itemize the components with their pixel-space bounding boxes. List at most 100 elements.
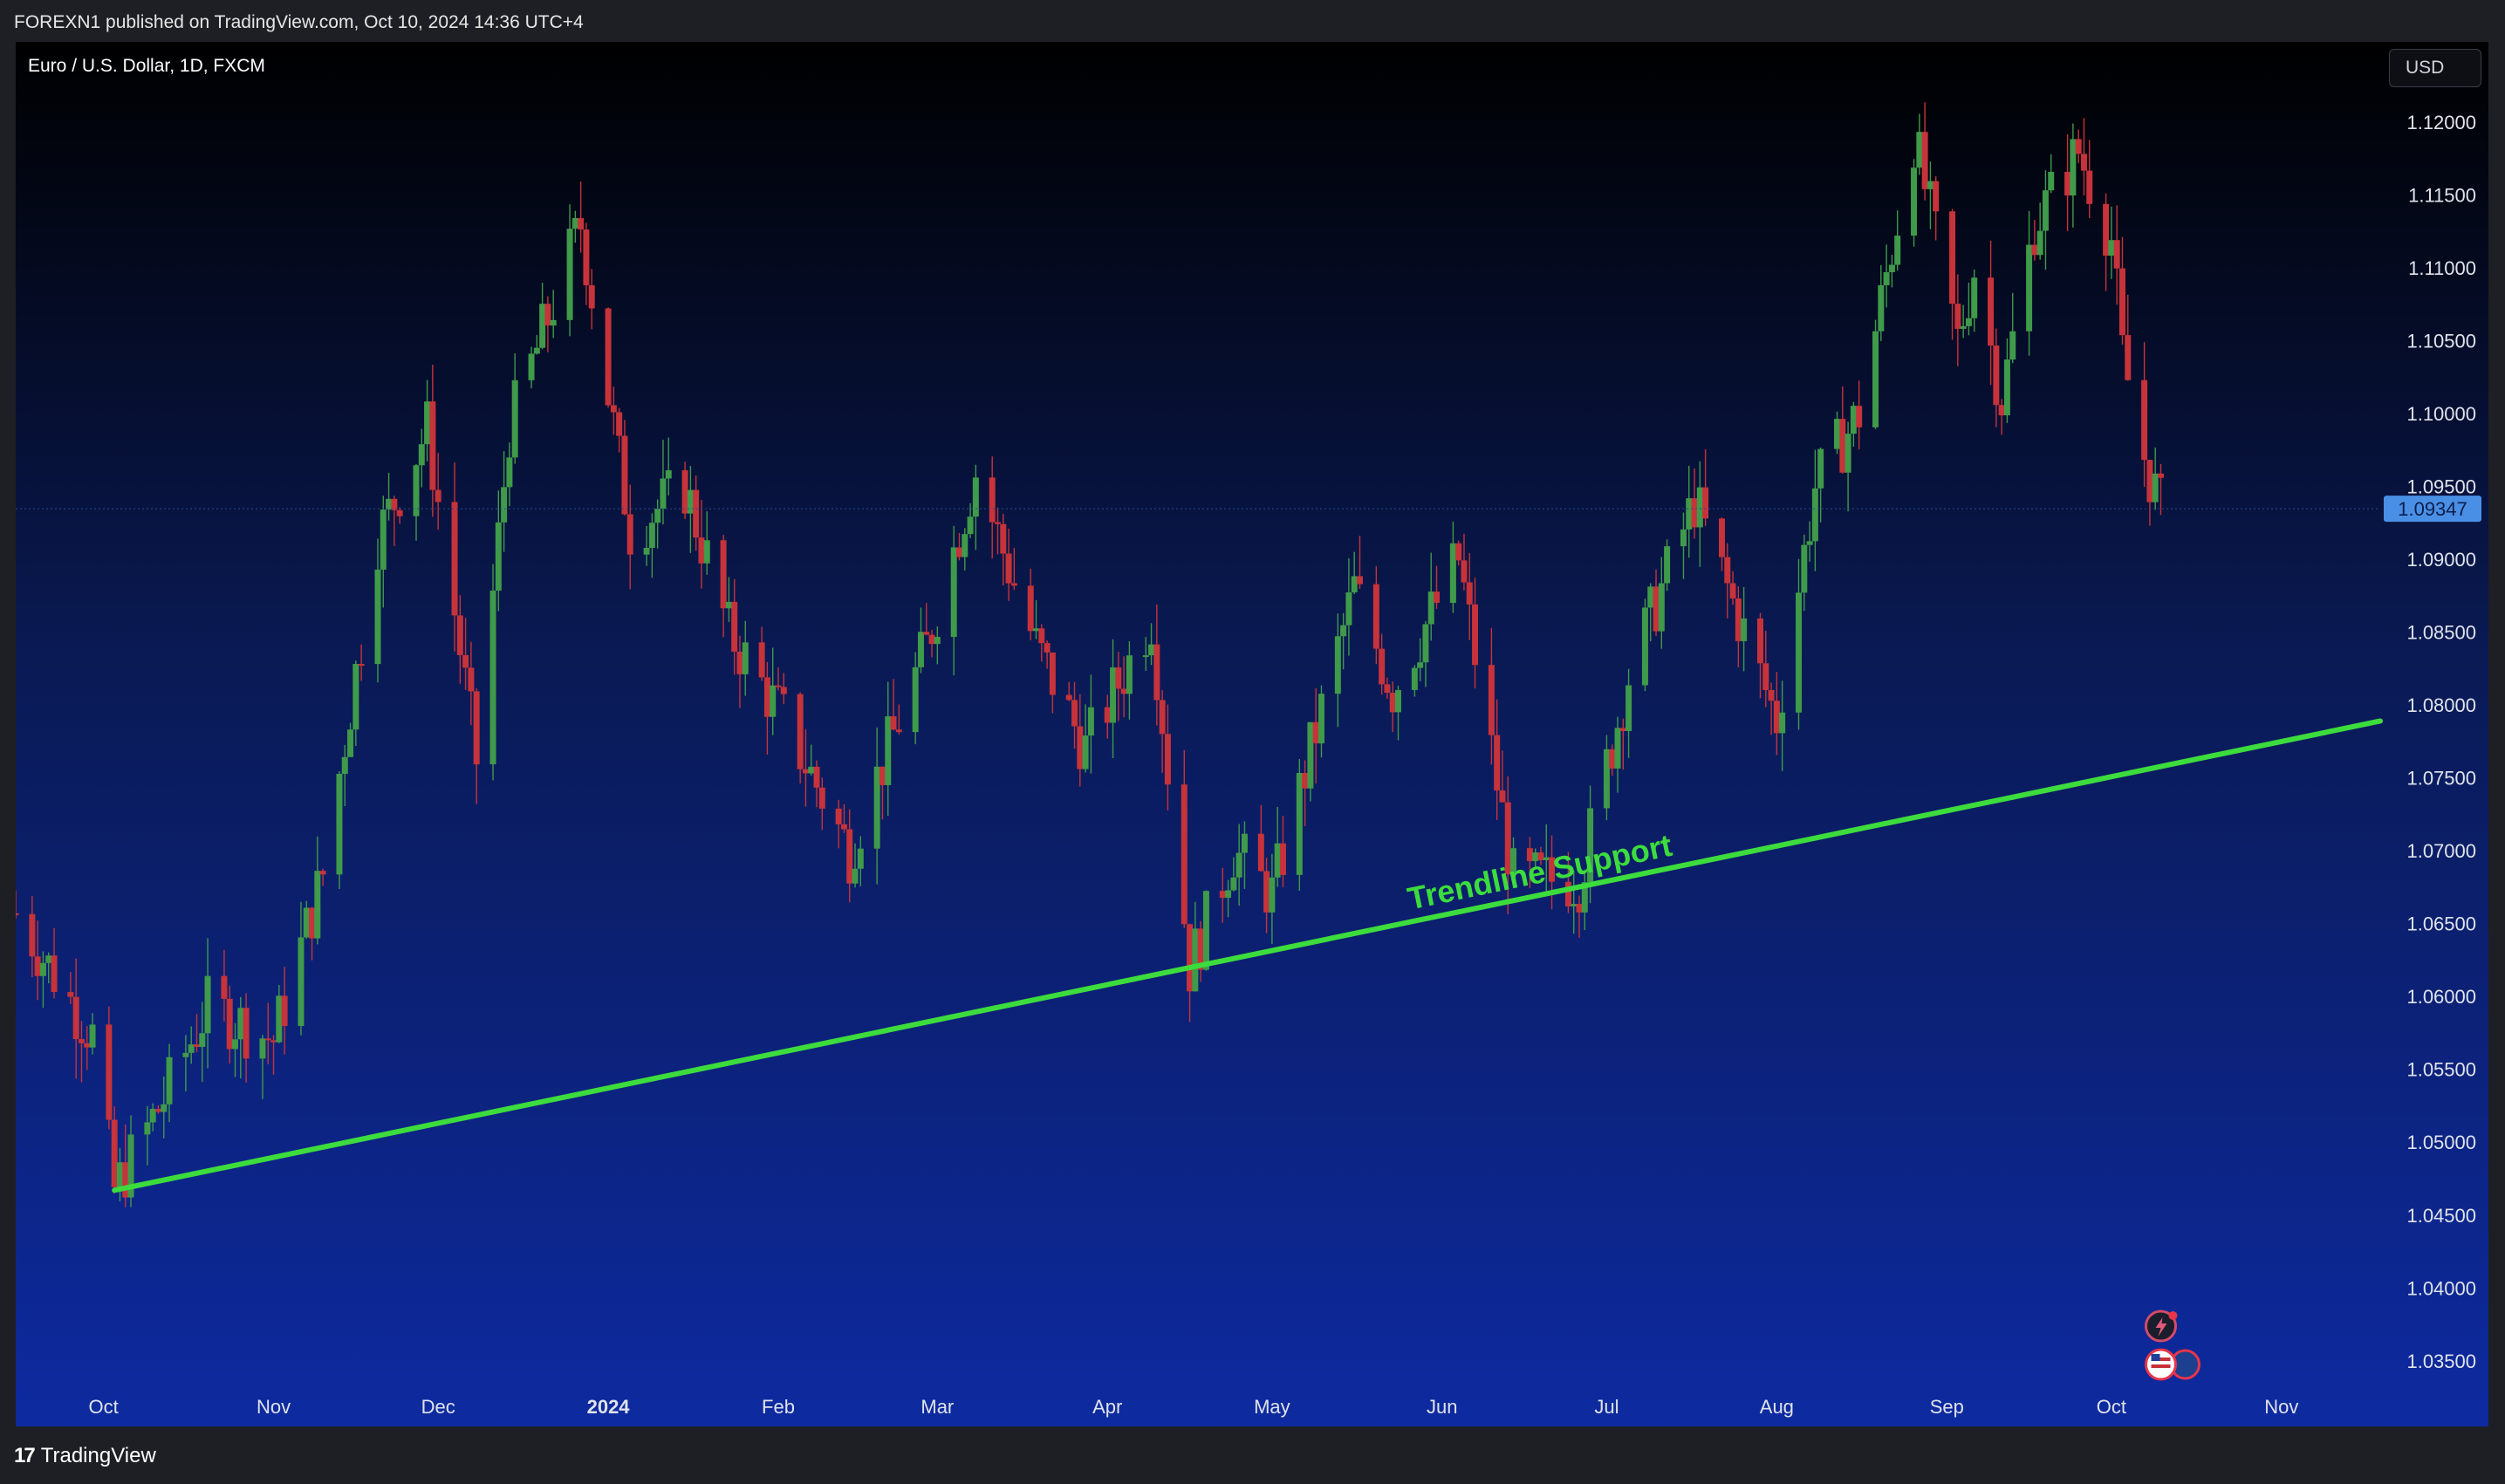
candle-body (1735, 598, 1742, 641)
candle-down (698, 500, 705, 589)
candle-body (1888, 264, 1895, 273)
candle-down (396, 507, 403, 524)
candle-body (1571, 904, 1578, 906)
candle-body (1549, 857, 1556, 882)
candle-body (626, 514, 633, 555)
candle-down (1564, 851, 1571, 913)
candle-body (1911, 168, 1918, 236)
candle-body (1921, 132, 1928, 189)
candle-body (1965, 318, 1972, 326)
price-tick-label: 1.04500 (2406, 1205, 2476, 1227)
candle-up (1543, 824, 1550, 893)
price-tick-label: 1.08000 (2406, 694, 2476, 716)
candle-down (1038, 624, 1045, 662)
candle-body (1658, 583, 1665, 632)
candle-up (1110, 639, 1117, 759)
candle-up (571, 210, 578, 243)
candle-up (1845, 421, 1851, 512)
candle-body (264, 1038, 271, 1041)
candle-body (380, 509, 387, 570)
candle-body (1949, 211, 1956, 304)
candle-down (193, 1014, 200, 1053)
candle-body (654, 509, 661, 523)
candle-down (1921, 102, 1928, 201)
candle-body (309, 907, 316, 939)
candle-down (1488, 627, 1495, 765)
price-tick-label: 1.07500 (2406, 768, 2476, 790)
candle-body (1817, 448, 1824, 489)
candle-up (501, 451, 508, 552)
candle-body (1564, 881, 1571, 906)
candle-down (1434, 565, 1441, 609)
candle-down (1839, 386, 1846, 474)
chart-pane[interactable]: Trendline Support 1.12000 1.11500 1.11000 1… (16, 42, 2488, 1426)
candle-down (758, 626, 765, 681)
price-tick-label: 1.06000 (2406, 986, 2476, 1008)
candle-down (1729, 571, 1736, 605)
candle-body (154, 1109, 161, 1112)
candle-body (1960, 325, 1967, 329)
candle-body (1257, 833, 1264, 872)
candle-down (1104, 694, 1111, 739)
candle-body (1312, 721, 1319, 744)
candle-body (955, 547, 962, 557)
candle-body (1532, 852, 1539, 862)
candle-body (660, 478, 667, 509)
candle-body (1027, 585, 1034, 632)
chart-background (16, 42, 2488, 1426)
price-tick-label: 1.05500 (2406, 1059, 2476, 1081)
candle-up (1318, 685, 1324, 758)
candle-down (736, 635, 743, 708)
candle-down (1949, 209, 1956, 340)
candle-body (1768, 690, 1775, 701)
candle-up (660, 440, 667, 525)
candle-up (1658, 557, 1665, 649)
candle-up (144, 1105, 151, 1166)
candle-body (1455, 543, 1462, 561)
candle-body (347, 729, 354, 757)
candle-body (802, 769, 809, 774)
candle-body (1641, 607, 1648, 686)
candle-body (473, 691, 480, 765)
candle-body (616, 412, 623, 436)
price-chart[interactable]: Trendline Support 1.120001.115001.110001… (16, 42, 2488, 1426)
candle-body (605, 308, 612, 406)
candle-down (429, 365, 436, 517)
candle-body (270, 1040, 277, 1043)
candle-body (1318, 694, 1324, 744)
candle-body (1603, 749, 1610, 809)
candle-body (221, 975, 228, 999)
candle-body (763, 677, 770, 717)
candle-body (29, 913, 36, 957)
candle-body (1933, 181, 1940, 212)
candle-body (199, 1033, 206, 1047)
candle-body (1044, 643, 1051, 653)
currency-button[interactable]: USD (2389, 49, 2481, 87)
candle-body (1120, 688, 1127, 694)
candle-down (84, 1026, 91, 1070)
candle-down (226, 985, 233, 1064)
candle-body (72, 996, 79, 1040)
candle-body (1916, 132, 1923, 168)
tradingview-logo[interactable]: 17 TradingView (14, 1444, 156, 1468)
candle-body (578, 217, 585, 230)
candle-down (879, 766, 886, 820)
candle-up (934, 626, 941, 665)
candle-body (1263, 871, 1270, 913)
candle-body (885, 716, 892, 785)
candle-down (2157, 463, 2164, 516)
candle-body (462, 654, 469, 668)
candle-body (742, 642, 749, 674)
candle-up (495, 490, 502, 612)
candle-down (264, 1002, 271, 1064)
candle-body (1033, 628, 1040, 632)
candle-up (2003, 338, 2010, 423)
candle-up (1806, 521, 1813, 562)
candle-up (1916, 113, 1923, 175)
candle-body (550, 319, 557, 326)
candle-down (1702, 449, 1709, 526)
candle-body (1664, 546, 1671, 584)
candle-down (1609, 744, 1616, 776)
candle-body (2064, 172, 2071, 196)
candle-body (736, 651, 743, 674)
